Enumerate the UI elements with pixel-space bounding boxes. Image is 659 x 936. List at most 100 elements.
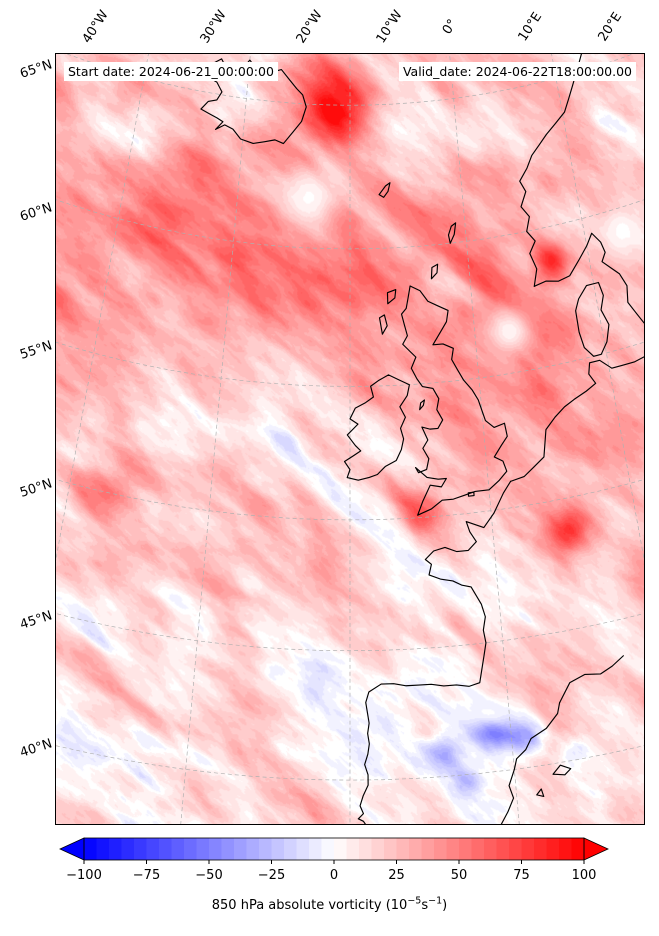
colorbar-segment <box>159 838 172 860</box>
colorbar-segment <box>334 838 347 860</box>
colorbar-segment <box>96 838 110 860</box>
gridline <box>56 613 644 652</box>
colorbar[interactable]: −100 −75 −50 −25 0 25 50 75 100 <box>59 836 609 883</box>
gridline <box>56 54 149 561</box>
gridline <box>56 745 644 781</box>
colorbar-segment <box>121 838 135 860</box>
colorbar-segment <box>571 838 585 860</box>
colorbar-segment <box>146 838 160 860</box>
colorbar-title: 850 hPa absolute vorticity (10−5s−1) <box>0 895 659 913</box>
colorbar-segment <box>371 838 385 860</box>
valid-date-annotation: Valid_date: 2024-06-22T18:00:00.00 <box>398 62 636 81</box>
coastline-path <box>400 285 508 516</box>
colorbar-segment <box>184 838 197 860</box>
colorbar-segment <box>284 838 297 860</box>
colorbar-segment <box>546 838 560 860</box>
colorbar-tick-label: 100 <box>571 868 597 883</box>
colorbar-tick-label: 25 <box>388 868 405 883</box>
colorbar-segment <box>421 838 435 860</box>
latitude-tick-label: 50°N <box>18 476 55 501</box>
colorbar-segment <box>296 838 310 860</box>
coastlines-group <box>200 54 644 824</box>
colorbar-segment <box>171 838 185 860</box>
colorbar-segment <box>509 838 522 860</box>
map-axes[interactable]: Start date: 2024-06-21_00:00:00 Valid_da… <box>55 53 645 825</box>
start-date-annotation: Start date: 2024-06-21_00:00:00 <box>64 62 278 81</box>
gridline <box>56 341 644 387</box>
coastline-path <box>378 314 388 335</box>
colorbar-tick-label: 75 <box>513 868 530 883</box>
colorbar-segment <box>359 838 372 860</box>
coastline-path <box>509 356 644 482</box>
coastline-path <box>575 281 610 357</box>
gridline <box>180 54 251 824</box>
coastline-path <box>386 289 397 305</box>
colorbar-tick-label: −25 <box>257 868 286 883</box>
latitude-tick-label: 40°N <box>18 736 55 761</box>
colorbar-tick-label: −75 <box>132 868 161 883</box>
latitude-tick-label: 60°N <box>18 200 55 225</box>
colorbar-segment <box>471 838 485 860</box>
coastline-path <box>357 702 561 824</box>
colorbar-segment <box>196 838 210 860</box>
colorbar-segment <box>134 838 147 860</box>
gridline <box>449 54 520 824</box>
colorbar-segment <box>209 838 222 860</box>
colorbar-segment <box>396 838 410 860</box>
colorbar-gradient <box>59 837 609 864</box>
exponent: −5 <box>407 895 422 907</box>
colorbar-segment <box>521 838 535 860</box>
title-text: 850 hPa absolute vorticity (10 <box>211 898 408 913</box>
coastline-path <box>552 764 572 776</box>
colorbar-segment <box>84 838 97 860</box>
coastline-path <box>467 491 475 497</box>
exponent: −1 <box>428 895 443 907</box>
colorbar-segment <box>246 838 260 860</box>
colorbar-segment <box>259 838 272 860</box>
colorbar-segment <box>434 838 447 860</box>
coastline-path <box>357 480 512 820</box>
coastline-path <box>419 399 426 411</box>
colorbar-extend-min <box>59 837 85 861</box>
colorbar-segment <box>496 838 510 860</box>
colorbar-tick-label: 0 <box>329 868 339 883</box>
longitude-tick-label: 0° <box>439 16 461 38</box>
coastline-path <box>343 374 410 481</box>
gridline <box>56 54 102 824</box>
colorbar-segment <box>534 838 547 860</box>
colorbar-segment <box>484 838 497 860</box>
title-text: s <box>421 898 429 913</box>
colorbar-tick-label: −100 <box>66 868 102 883</box>
coastline-path <box>533 232 644 324</box>
coastline-path <box>536 788 545 798</box>
colorbar-segment <box>321 838 335 860</box>
latitude-tick-label: 65°N <box>18 57 55 82</box>
colorbar-segment <box>446 838 460 860</box>
colorbar-segment <box>234 838 247 860</box>
colorbar-segment <box>271 838 285 860</box>
coastline-path <box>430 263 439 280</box>
coastline-path <box>559 655 624 704</box>
latitude-tick-label: 45°N <box>18 608 55 633</box>
colorbar-segment <box>309 838 322 860</box>
colorbar-segment <box>559 838 572 860</box>
gridline <box>598 54 644 824</box>
colorbar-segment <box>221 838 235 860</box>
colorbar-tick-label: −50 <box>195 868 223 883</box>
coastline-path <box>378 182 391 198</box>
colorbar-tick-label: 50 <box>450 868 468 883</box>
coastline-path <box>447 222 457 244</box>
colorbar-segment <box>346 838 360 860</box>
gridline <box>551 54 644 561</box>
colorbar-segment <box>409 838 422 860</box>
latitude-tick-label: 55°N <box>18 338 55 363</box>
title-text: ) <box>442 898 448 913</box>
colorbar-segment <box>109 838 122 860</box>
colorbar-extend-max <box>583 837 609 861</box>
gridline <box>56 479 644 521</box>
coastlines-and-gridlines <box>56 54 644 824</box>
colorbar-segment <box>459 838 472 860</box>
gridlines-group <box>56 54 644 824</box>
colorbar-segment <box>384 838 397 860</box>
